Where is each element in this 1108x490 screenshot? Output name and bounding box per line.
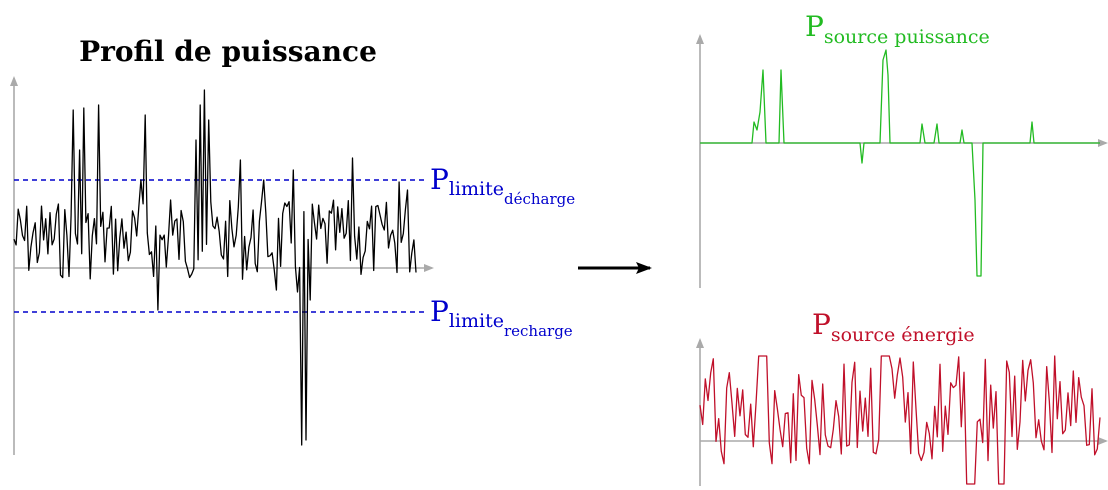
power-source-curve [700,49,1100,277]
recharge-limit-label: Plimiterecharge [430,295,573,340]
power-profile-curve [13,89,417,446]
energy-source-panel: Psource énergie [696,308,1108,486]
power-source-label: Psource puissance [805,10,990,48]
power-profile-panel: Profil de puissance Plimitedécharge Plim… [10,35,575,455]
discharge-limit-label: Plimitedécharge [430,163,575,208]
energy-source-label: Psource énergie [812,308,975,346]
power-source-panel: Psource puissance [696,10,1108,288]
power-profile-title: Profil de puissance [79,35,377,68]
energy-source-curve [699,355,1101,485]
